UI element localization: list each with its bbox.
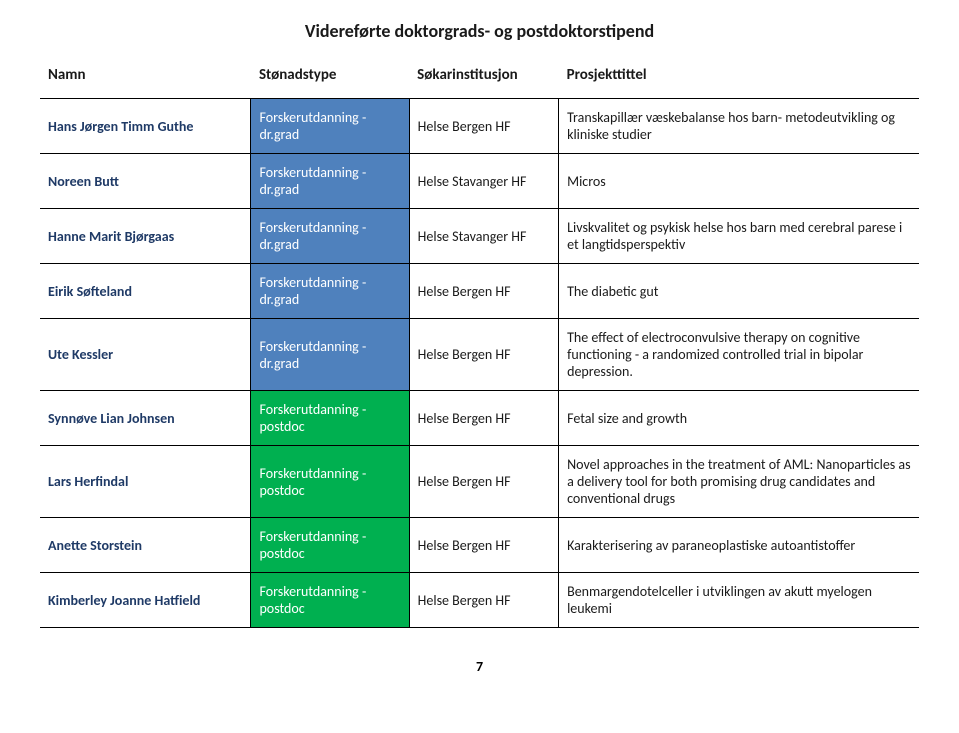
table-row: Kimberley Joanne HatfieldForskerutdannin… — [40, 573, 919, 628]
cell-type: Forskerutdanning - postdoc — [251, 446, 409, 518]
cell-institution: Helse Bergen HF — [409, 319, 558, 391]
cell-institution: Helse Bergen HF — [409, 518, 558, 573]
cell-project: Benmargendotelceller i utviklingen av ak… — [559, 573, 919, 628]
cell-type: Forskerutdanning - dr.grad — [251, 99, 409, 154]
cell-institution: Helse Bergen HF — [409, 573, 558, 628]
cell-type: Forskerutdanning - dr.grad — [251, 209, 409, 264]
document-page: Videreførte doktorgrads- og postdoktorst… — [0, 0, 959, 715]
header-type: Stønadstype — [251, 60, 409, 99]
cell-project: Fetal size and growth — [559, 391, 919, 446]
cell-institution: Helse Bergen HF — [409, 391, 558, 446]
page-title: Videreførte doktorgrads- og postdoktorst… — [40, 20, 919, 42]
cell-name: Anette Storstein — [40, 518, 251, 573]
cell-type: Forskerutdanning - dr.grad — [251, 319, 409, 391]
table-row: Anette StorsteinForskerutdanning - postd… — [40, 518, 919, 573]
cell-name: Noreen Butt — [40, 154, 251, 209]
grants-table: Namn Stønadstype Søkarinstitusjon Prosje… — [40, 60, 919, 628]
page-number: 7 — [40, 658, 919, 675]
table-row: Hans Jørgen Timm GutheForskerutdanning -… — [40, 99, 919, 154]
cell-name: Hanne Marit Bjørgaas — [40, 209, 251, 264]
table-row: Noreen ButtForskerutdanning - dr.gradHel… — [40, 154, 919, 209]
cell-project: The effect of electroconvulsive therapy … — [559, 319, 919, 391]
cell-project: Karakterisering av paraneoplastiske auto… — [559, 518, 919, 573]
cell-institution: Helse Stavanger HF — [409, 154, 558, 209]
header-institution: Søkarinstitusjon — [409, 60, 558, 99]
table-row: Ute KesslerForskerutdanning - dr.gradHel… — [40, 319, 919, 391]
table-row: Synnøve Lian JohnsenForskerutdanning - p… — [40, 391, 919, 446]
table-row: Hanne Marit BjørgaasForskerutdanning - d… — [40, 209, 919, 264]
cell-name: Kimberley Joanne Hatfield — [40, 573, 251, 628]
cell-name: Eirik Søfteland — [40, 264, 251, 319]
cell-institution: Helse Bergen HF — [409, 99, 558, 154]
cell-institution: Helse Bergen HF — [409, 446, 558, 518]
table-row: Eirik SøftelandForskerutdanning - dr.gra… — [40, 264, 919, 319]
header-project: Prosjekttittel — [559, 60, 919, 99]
cell-name: Synnøve Lian Johnsen — [40, 391, 251, 446]
cell-institution: Helse Bergen HF — [409, 264, 558, 319]
cell-project: Livskvalitet og psykisk helse hos barn m… — [559, 209, 919, 264]
table-header-row: Namn Stønadstype Søkarinstitusjon Prosje… — [40, 60, 919, 99]
cell-type: Forskerutdanning - postdoc — [251, 573, 409, 628]
cell-type: Forskerutdanning - dr.grad — [251, 154, 409, 209]
cell-name: Hans Jørgen Timm Guthe — [40, 99, 251, 154]
table-row: Lars HerfindalForskerutdanning - postdoc… — [40, 446, 919, 518]
cell-type: Forskerutdanning - postdoc — [251, 391, 409, 446]
cell-project: The diabetic gut — [559, 264, 919, 319]
cell-name: Ute Kessler — [40, 319, 251, 391]
cell-project: Transkapillær væskebalanse hos barn- met… — [559, 99, 919, 154]
cell-type: Forskerutdanning - postdoc — [251, 518, 409, 573]
cell-project: Novel approaches in the treatment of AML… — [559, 446, 919, 518]
cell-name: Lars Herfindal — [40, 446, 251, 518]
header-name: Namn — [40, 60, 251, 99]
cell-institution: Helse Stavanger HF — [409, 209, 558, 264]
cell-type: Forskerutdanning - dr.grad — [251, 264, 409, 319]
cell-project: Micros — [559, 154, 919, 209]
